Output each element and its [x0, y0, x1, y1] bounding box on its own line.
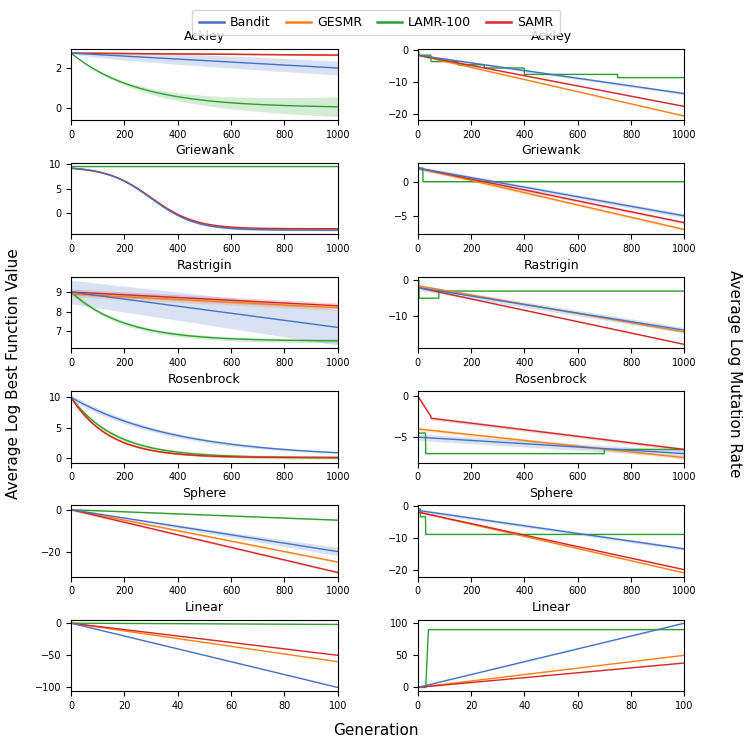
Title: Rosenbrock: Rosenbrock — [168, 373, 241, 386]
Title: Linear: Linear — [532, 601, 571, 614]
Title: Griewank: Griewank — [521, 144, 580, 158]
Title: Ackley: Ackley — [530, 30, 571, 43]
Text: Average Log Mutation Rate: Average Log Mutation Rate — [727, 270, 742, 477]
Text: Average Log Best Function Value: Average Log Best Function Value — [6, 248, 21, 499]
Title: Sphere: Sphere — [183, 487, 227, 500]
Title: Rosenbrock: Rosenbrock — [515, 373, 587, 386]
Title: Rastrigin: Rastrigin — [524, 258, 579, 272]
Title: Ackley: Ackley — [184, 30, 225, 43]
Title: Sphere: Sphere — [529, 487, 573, 500]
Text: Generation: Generation — [334, 723, 419, 738]
Legend: Bandit, GESMR, LAMR-100, SAMR: Bandit, GESMR, LAMR-100, SAMR — [192, 10, 560, 36]
Title: Griewank: Griewank — [175, 144, 234, 158]
Title: Rastrigin: Rastrigin — [177, 258, 232, 272]
Title: Linear: Linear — [185, 601, 224, 614]
